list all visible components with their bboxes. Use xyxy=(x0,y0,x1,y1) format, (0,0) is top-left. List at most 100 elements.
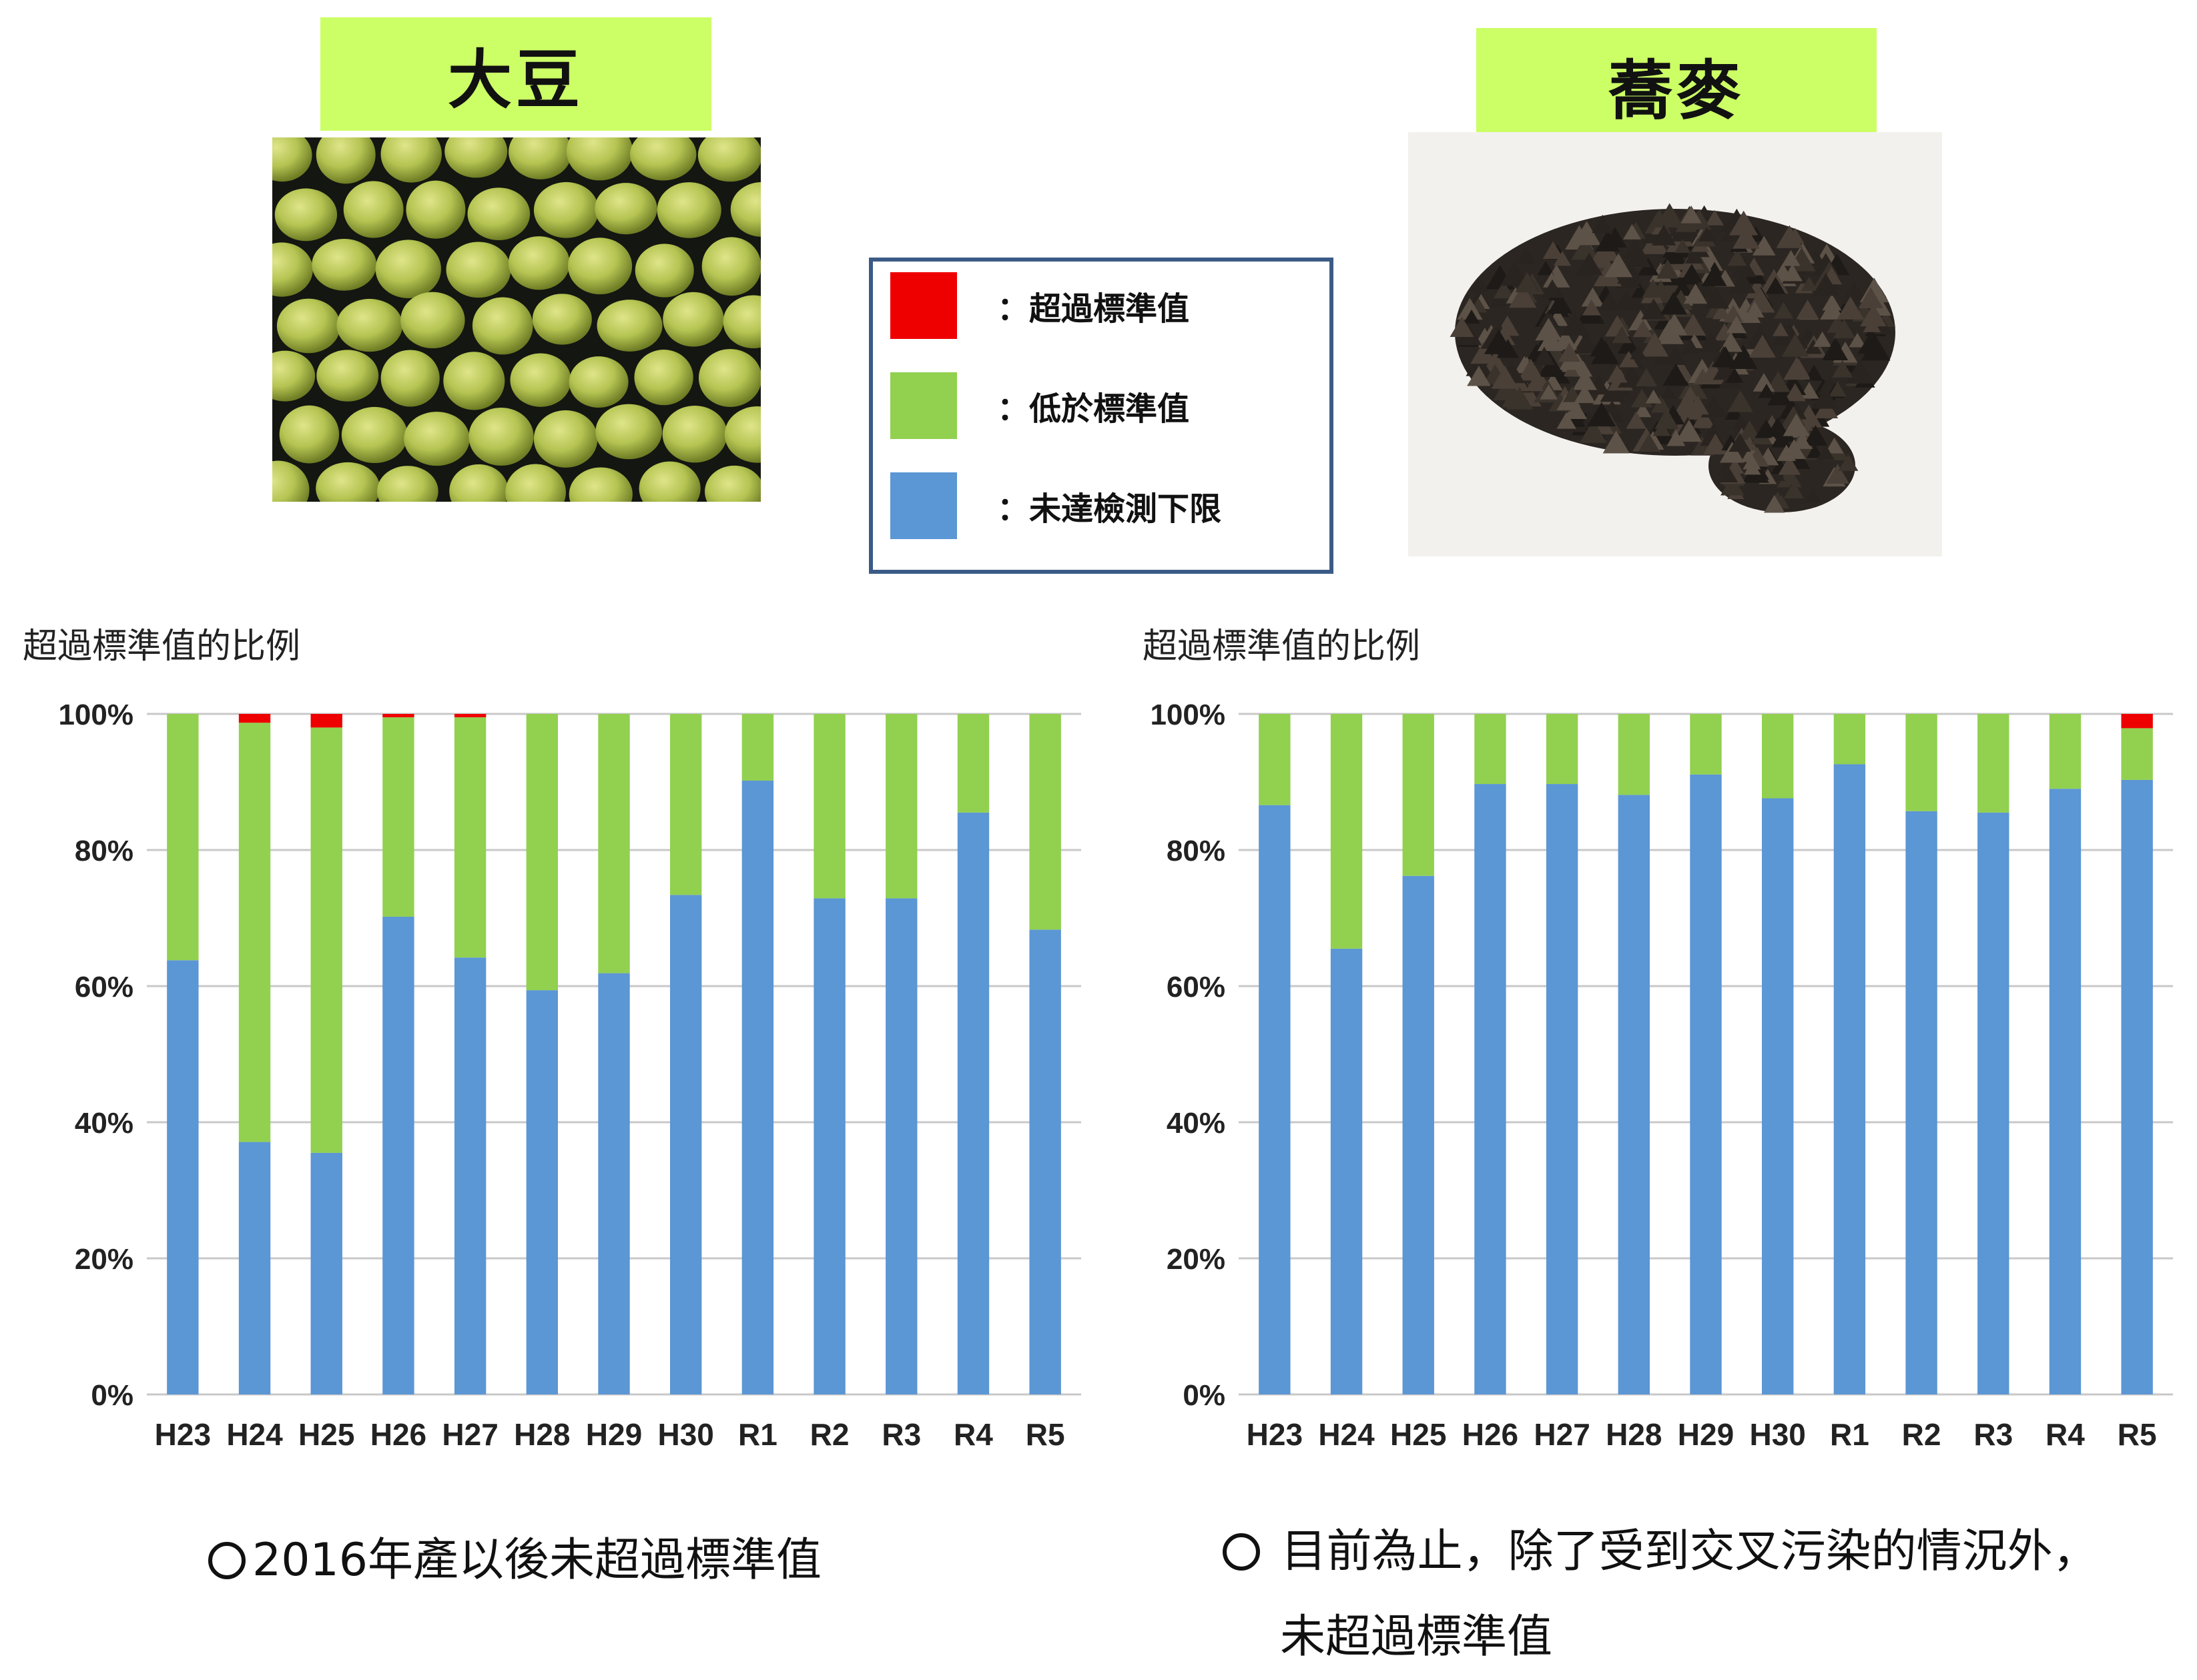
buckwheat-grain xyxy=(1561,312,1590,336)
soybean-grain xyxy=(701,237,761,296)
buckwheat-grain xyxy=(1626,411,1647,429)
soybean-bar-H25-nd xyxy=(310,1152,342,1394)
buckwheat-grain xyxy=(1542,241,1564,259)
buckwheat-bar-H25-below xyxy=(1402,714,1434,876)
y-tick-label: 0% xyxy=(91,1379,133,1412)
buckwheat-bar-H29-nd xyxy=(1690,774,1722,1394)
buckwheat-grain xyxy=(1470,276,1489,292)
y-tick-label: 80% xyxy=(1167,835,1225,867)
buckwheat-grain xyxy=(1638,433,1660,452)
soybean-grain xyxy=(639,461,701,502)
soybean-bar-H28-nd xyxy=(526,990,558,1394)
circle-bullet-icon xyxy=(208,1542,246,1579)
buckwheat-grain xyxy=(1743,454,1761,470)
x-tick-label: H24 xyxy=(1318,1417,1375,1452)
buckwheat-photo xyxy=(1408,132,1942,556)
soybean-grain xyxy=(400,292,465,349)
soybean-grain xyxy=(508,236,570,290)
soybean-bar-R2-nd xyxy=(814,898,846,1394)
soybean-grain xyxy=(505,464,566,502)
buckwheat-grain xyxy=(1490,292,1508,307)
buckwheat-grain xyxy=(1745,301,1765,318)
buckwheat-grain xyxy=(1725,368,1744,383)
soybean-grain xyxy=(698,349,761,407)
buckwheat-grain xyxy=(1793,432,1811,448)
x-tick-label: H29 xyxy=(586,1417,642,1452)
buckwheat-note-line2: 未超過標準值 xyxy=(1280,1611,1553,1663)
soybean-grain xyxy=(533,181,599,238)
x-tick-label: H23 xyxy=(1247,1417,1303,1452)
buckwheat-grain xyxy=(1698,227,1716,242)
buckwheat-ratio-label: 超過標準值的比例 xyxy=(1143,626,1421,667)
soybean-grain xyxy=(723,295,761,349)
buckwheat-grain xyxy=(1849,332,1866,348)
soybean-grain xyxy=(595,183,657,235)
buckwheat-bar-H30-nd xyxy=(1762,798,1794,1394)
soybean-grain xyxy=(509,137,572,179)
soybean-bar-R5-nd xyxy=(1029,929,1061,1394)
buckwheat-grain xyxy=(1861,336,1891,361)
buckwheat-grain xyxy=(1692,408,1715,428)
buckwheat-bar-H25-nd xyxy=(1402,875,1434,1394)
soybean-bar-R1-below xyxy=(741,714,774,781)
buckwheat-grain xyxy=(1540,384,1558,400)
x-tick-label: R1 xyxy=(738,1417,777,1452)
buckwheat-grain xyxy=(1457,298,1483,320)
buckwheat-grain xyxy=(1618,350,1638,368)
buckwheat-grain xyxy=(1806,444,1823,458)
x-tick-label: R4 xyxy=(2046,1417,2085,1452)
buckwheat-bar-R3-nd xyxy=(1977,812,2009,1394)
x-tick-label: H24 xyxy=(226,1417,283,1452)
buckwheat-grain xyxy=(1701,264,1727,286)
buckwheat-grain xyxy=(1642,279,1664,298)
buckwheat-grain xyxy=(1484,329,1514,354)
y-tick-label: 20% xyxy=(75,1243,133,1276)
x-tick-label: R1 xyxy=(1830,1417,1869,1452)
buckwheat-grain xyxy=(1719,442,1745,463)
soybean-bar-H26-below xyxy=(382,717,414,917)
soybean-grain xyxy=(343,181,404,238)
x-tick-label: R5 xyxy=(1026,1417,1065,1452)
y-tick-label: 100% xyxy=(1150,699,1225,731)
buckwheat-grain xyxy=(1572,221,1601,246)
buckwheat-grain xyxy=(1698,331,1724,352)
buckwheat-bar-H26-nd xyxy=(1474,784,1506,1394)
buckwheat-grain xyxy=(1493,280,1514,299)
y-tick-label: 60% xyxy=(75,971,133,1003)
buckwheat-grain xyxy=(1575,252,1603,276)
soybean-bar-H23-below xyxy=(167,714,199,961)
buckwheat-grain xyxy=(1773,302,1794,319)
soybean-bar-R1-nd xyxy=(741,780,774,1394)
soybean-grain xyxy=(376,466,438,502)
x-tick-label: R3 xyxy=(882,1417,921,1452)
buckwheat-grain xyxy=(1614,290,1639,311)
soybean-bar-H27-below xyxy=(454,717,487,958)
y-tick-label: 40% xyxy=(1167,1107,1225,1140)
buckwheat-grain xyxy=(1784,383,1806,402)
soybean-grain xyxy=(724,406,761,463)
buckwheat-grain xyxy=(1491,366,1519,389)
buckwheat-grain xyxy=(1538,354,1565,377)
buckwheat-grain xyxy=(1590,248,1614,268)
buckwheat-grain xyxy=(1776,225,1803,248)
buckwheat-grain xyxy=(1581,287,1604,307)
buckwheat-bar-H27-below xyxy=(1546,714,1578,785)
soybean-grain xyxy=(595,404,662,460)
soybean-title: 大豆 xyxy=(320,17,711,131)
buckwheat-grain xyxy=(1681,386,1699,401)
soybean-note-text: 2016年產以後未超過標準值 xyxy=(252,1534,822,1587)
buckwheat-grain xyxy=(1579,419,1607,443)
buckwheat-grain xyxy=(1676,420,1702,442)
soybean-grain xyxy=(635,244,694,298)
buckwheat-grain xyxy=(1838,454,1859,471)
buckwheat-grain xyxy=(1572,369,1598,390)
soybean-grain xyxy=(472,297,533,355)
x-tick-label: H28 xyxy=(514,1417,570,1452)
buckwheat-grain xyxy=(1564,399,1588,420)
buckwheat-grain xyxy=(1778,456,1801,475)
y-tick-label: 0% xyxy=(1183,1379,1225,1412)
soybean-grain xyxy=(380,137,442,183)
soybean-grain xyxy=(532,294,592,345)
circle-bullet-icon xyxy=(1223,1533,1260,1571)
buckwheat-grain xyxy=(1860,304,1887,327)
